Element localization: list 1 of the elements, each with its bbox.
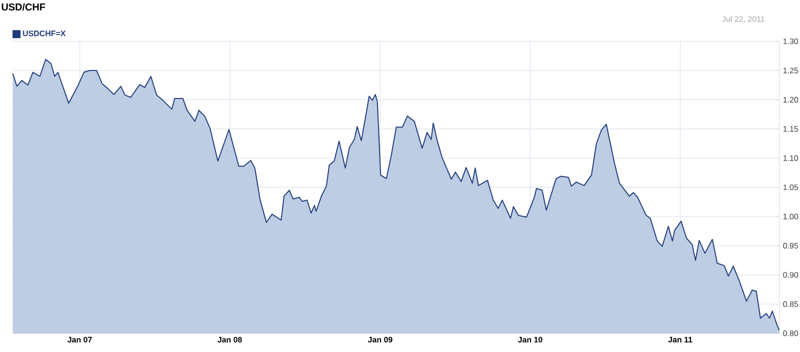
chart-title: USD/CHF (2, 3, 46, 11)
